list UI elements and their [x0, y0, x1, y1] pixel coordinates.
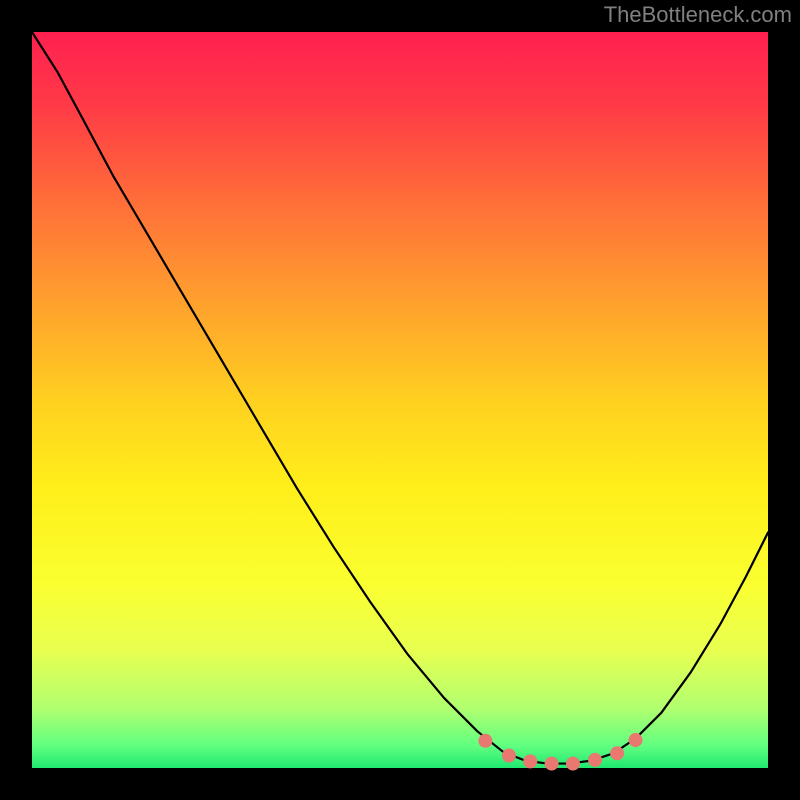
- curve-marker: [523, 754, 537, 768]
- watermark-text: TheBottleneck.com: [604, 2, 792, 27]
- curve-marker: [588, 753, 602, 767]
- plot-area: [32, 32, 768, 768]
- curve-marker: [502, 748, 516, 762]
- curve-marker: [629, 733, 643, 747]
- curve-marker: [545, 757, 559, 771]
- curve-marker: [566, 757, 580, 771]
- chart-svg: TheBottleneck.com: [0, 0, 800, 800]
- curve-marker: [478, 734, 492, 748]
- curve-marker: [610, 746, 624, 760]
- bottleneck-chart: TheBottleneck.com: [0, 0, 800, 800]
